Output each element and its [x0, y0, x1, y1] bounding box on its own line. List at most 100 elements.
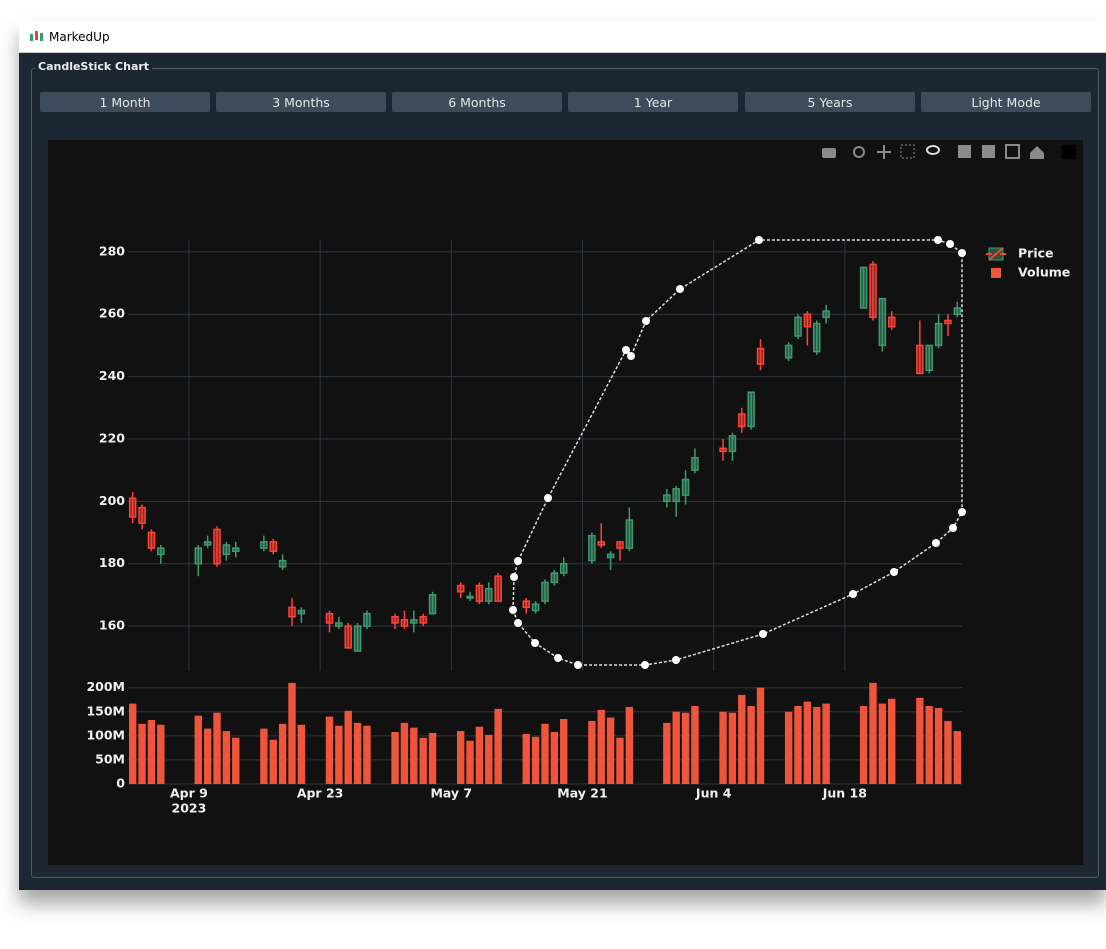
mode-button[interactable]: Light Mode	[921, 92, 1091, 112]
candle-body	[456, 584, 465, 593]
candle-body	[859, 266, 868, 309]
zoom-out-icon[interactable]	[982, 145, 995, 158]
volume-bar	[157, 724, 165, 784]
candle-body	[681, 478, 690, 496]
volume-bar	[222, 731, 231, 784]
lasso-vertex	[574, 661, 582, 669]
range-button[interactable]: 1 Month	[40, 92, 210, 112]
lasso-vertex	[932, 539, 940, 547]
autoscale-icon[interactable]	[1005, 144, 1020, 159]
range-button[interactable]: 1 Year	[568, 92, 738, 112]
candle-body	[297, 609, 306, 615]
candle-body	[944, 319, 952, 325]
y2-tick-label: 150M	[86, 703, 125, 718]
candle-body	[335, 622, 343, 627]
candle-body	[147, 531, 156, 549]
volume-bar	[616, 737, 624, 784]
candle-body	[916, 344, 924, 375]
candle-body	[260, 541, 268, 549]
lasso-vertex	[641, 661, 649, 669]
legend-swatch	[991, 268, 1001, 278]
volume-bar	[419, 737, 427, 784]
volume-bar	[128, 703, 137, 784]
volume-bar	[803, 701, 812, 784]
candle-body	[606, 553, 615, 559]
lasso-vertex	[849, 590, 857, 598]
volume-bar	[456, 731, 465, 784]
volume-bar	[541, 723, 549, 784]
volume-bar	[560, 719, 568, 784]
y2-tick-label: 50M	[95, 751, 125, 766]
group-title: CandleStick Chart	[35, 60, 153, 73]
candle-body	[887, 316, 896, 328]
pan-icon[interactable]	[877, 145, 891, 159]
candle-body	[428, 594, 437, 615]
candle-body	[344, 625, 352, 649]
candle-body	[756, 347, 765, 365]
window: MarkedUp CandleStick Chart 1 Month 3 Mon…	[19, 21, 1106, 890]
legend-label[interactable]: Price	[1018, 246, 1054, 261]
plotly-logo[interactable]	[1062, 145, 1076, 159]
volume-bar	[391, 732, 399, 784]
volume-bar	[813, 706, 821, 784]
legend-swatch	[986, 247, 1006, 261]
volume-bar	[428, 732, 437, 784]
zoom-in-icon[interactable]	[958, 145, 971, 158]
legend-label[interactable]: Volume	[1018, 265, 1070, 280]
candle-body	[953, 307, 962, 315]
volume-bar	[588, 720, 596, 784]
candle-body	[288, 606, 296, 618]
x-tick-label: Apr 23	[297, 786, 344, 801]
candle-body	[616, 541, 624, 549]
candle-body	[400, 619, 409, 627]
candle-body	[672, 488, 680, 503]
candle-body	[138, 506, 146, 524]
lasso-vertex	[510, 573, 518, 581]
candle-body	[738, 413, 746, 428]
modebar	[822, 144, 1076, 159]
lasso-vertex	[514, 557, 522, 565]
volume-bar	[784, 711, 793, 784]
candle-body	[203, 541, 212, 546]
lasso-vertex	[627, 352, 635, 360]
volume-bar	[953, 731, 962, 784]
volume-bar	[934, 707, 943, 784]
volume-bar	[213, 712, 221, 784]
lasso-vertex	[958, 249, 966, 257]
volume-bar	[822, 703, 830, 784]
candle-body	[353, 625, 362, 652]
camera-icon[interactable]	[822, 148, 836, 158]
candle-body	[719, 447, 727, 453]
lasso-vertex	[934, 236, 942, 244]
lasso-vertex	[642, 317, 650, 325]
candle-body	[531, 603, 540, 612]
window-title: MarkedUp	[49, 30, 110, 44]
lasso-vertex	[509, 606, 517, 614]
y-tick-label: 180	[99, 555, 125, 570]
x-year-label: 2023	[172, 801, 207, 816]
volume-bar	[325, 716, 334, 784]
volume-bar	[335, 725, 343, 784]
range-button[interactable]: 3 Months	[216, 92, 386, 112]
candle-body	[925, 344, 933, 372]
volume-bar	[232, 737, 240, 784]
candle-body	[222, 544, 231, 556]
select-icon[interactable]	[900, 144, 915, 159]
y2-tick-label: 0	[116, 776, 125, 791]
lasso-icon[interactable]	[926, 145, 940, 155]
volume-bar	[597, 709, 605, 784]
candle-body	[747, 391, 755, 428]
range-button[interactable]: 6 Months	[392, 92, 562, 112]
volume-bar	[691, 706, 699, 784]
volume-bar	[859, 706, 868, 784]
reset-icon[interactable]	[1030, 146, 1044, 159]
volume-bar	[794, 706, 802, 784]
title-bar: MarkedUp	[19, 21, 1106, 53]
zoom-icon[interactable]	[853, 146, 865, 158]
volume-bar	[522, 733, 530, 784]
x-tick-label: Jun 18	[822, 786, 867, 801]
range-button[interactable]: 5 Years	[745, 92, 915, 112]
lasso-vertex	[958, 508, 966, 516]
lasso-vertex	[946, 240, 954, 248]
lasso-vertex	[676, 285, 684, 293]
